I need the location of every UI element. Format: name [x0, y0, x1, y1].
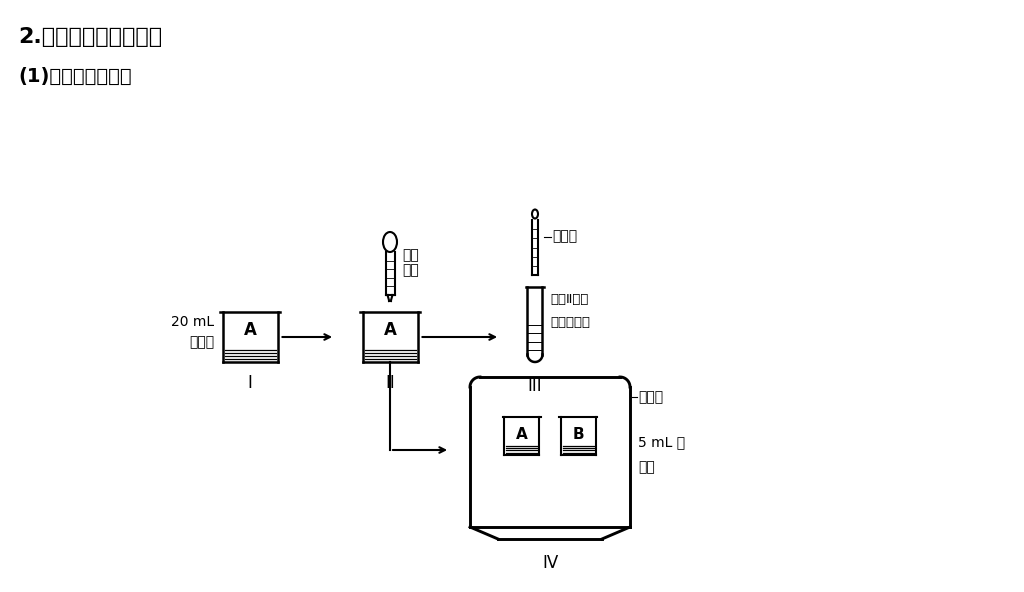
- Text: 大烧杯: 大烧杯: [638, 390, 664, 404]
- Text: 浓氨水: 浓氨水: [553, 230, 578, 243]
- Text: 2.分子运动现象的探究: 2.分子运动现象的探究: [18, 27, 162, 47]
- Text: IV: IV: [542, 554, 558, 572]
- Text: 溶液: 溶液: [402, 263, 419, 277]
- Text: A: A: [244, 320, 256, 339]
- Ellipse shape: [383, 232, 397, 252]
- Text: I: I: [248, 374, 253, 392]
- Text: A: A: [516, 427, 528, 442]
- Text: (1)实验过程及装置: (1)实验过程及装置: [18, 67, 132, 86]
- Text: III: III: [527, 377, 543, 395]
- Text: A: A: [384, 320, 396, 339]
- Text: II: II: [385, 374, 395, 392]
- Text: 20 mL: 20 mL: [171, 315, 214, 329]
- Text: 杯中的溶液: 杯中的溶液: [551, 316, 591, 329]
- Text: 氨水: 氨水: [638, 460, 654, 474]
- Text: 酚酞: 酚酞: [402, 248, 419, 262]
- Text: 少量Ⅱ中烧: 少量Ⅱ中烧: [551, 292, 589, 305]
- Text: 5 mL 浓: 5 mL 浓: [638, 435, 685, 449]
- Text: 蒸馏水: 蒸馏水: [189, 335, 214, 349]
- Text: B: B: [572, 427, 584, 442]
- Ellipse shape: [532, 210, 538, 218]
